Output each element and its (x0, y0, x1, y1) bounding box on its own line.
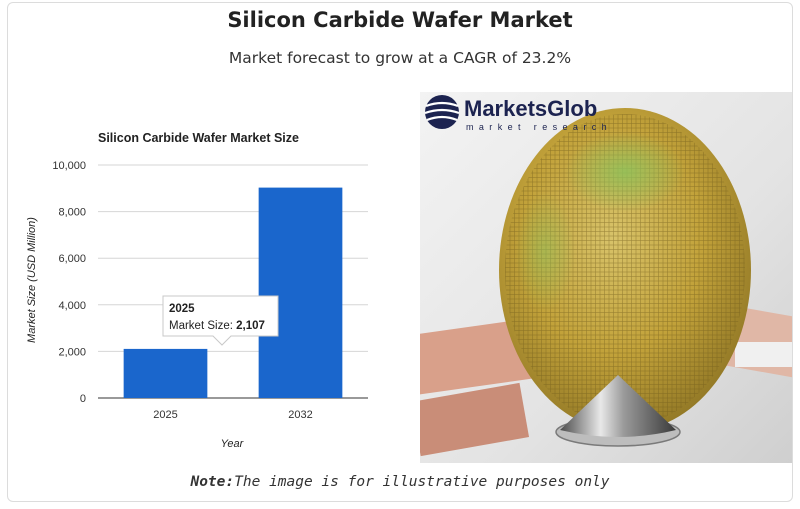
page-title: Silicon Carbide Wafer Market (227, 8, 573, 32)
x-tick-labels: 2025 2032 (153, 409, 312, 421)
tooltip-value: 2,107 (236, 320, 265, 332)
x-axis-label: Year (221, 438, 245, 450)
market-size-chart: Silicon Carbide Wafer Market Size 0 2,000… (26, 131, 368, 450)
y-tick-label: 8,000 (58, 207, 86, 219)
x-tick-label: 2032 (288, 409, 312, 421)
wafer-die-pattern (505, 114, 745, 426)
globe-icon (424, 95, 460, 129)
wafer-highlight-left (515, 192, 575, 312)
page-subtitle: Market forecast to grow at a CAGR of 23.… (228, 49, 572, 67)
footnote: Note:The image is for illustrative purpo… (0, 474, 800, 490)
y-tick-label: 0 (80, 393, 86, 405)
wafer-highlight (565, 132, 685, 212)
y-tick-labels: 0 2,000 4,000 6,000 8,000 10,000 (52, 160, 86, 405)
footnote-text: The image is for illustrative purposes o… (234, 474, 610, 490)
x-tick-label: 2025 (153, 409, 177, 421)
y-tick-label: 10,000 (52, 160, 86, 172)
bar-tooltip: 2025 Market Size: 2,107 (162, 295, 279, 346)
tooltip-body: Market Size: 2,107 (169, 320, 265, 332)
footnote-prefix: Note: (190, 474, 235, 490)
wafer-photo: MarketsGlob market research (420, 92, 792, 463)
cone-stand (560, 375, 676, 437)
y-tick-label: 2,000 (58, 346, 86, 358)
bar-2025[interactable] (123, 348, 208, 398)
logo-tagline: market research (466, 122, 612, 132)
bar-2032[interactable] (258, 187, 343, 398)
tooltip-box (162, 295, 279, 346)
logo-name: MarketsGlob (464, 96, 597, 121)
y-tick-label: 4,000 (58, 300, 86, 312)
y-tick-label: 6,000 (58, 253, 86, 265)
chart-title: Silicon Carbide Wafer Market Size (98, 131, 299, 145)
y-axis-label: Market Size (USD Million) (26, 217, 38, 343)
bars (123, 187, 343, 398)
tooltip-label: Market Size: (169, 320, 236, 332)
logo: MarketsGlob market research (424, 95, 612, 132)
tooltip-title: 2025 (169, 303, 195, 315)
